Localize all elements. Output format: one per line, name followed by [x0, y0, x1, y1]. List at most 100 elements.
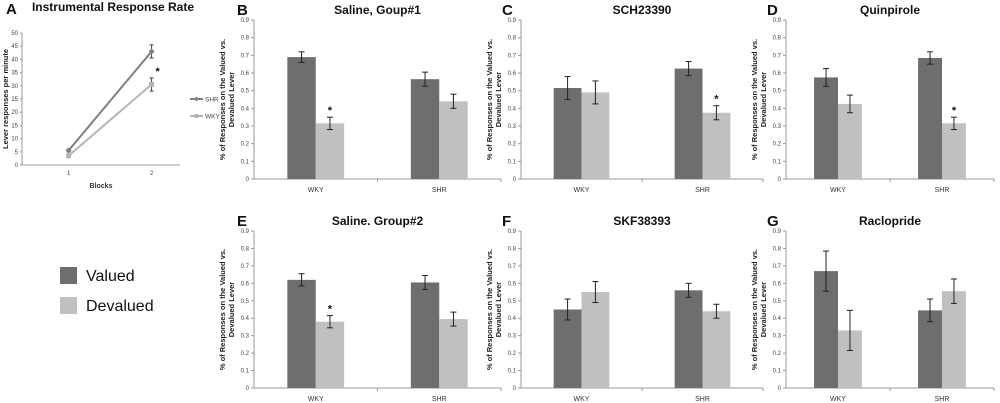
series-line-wky — [67, 83, 153, 157]
bar-valued-wky — [287, 279, 316, 388]
bar-devalued-shr — [942, 291, 966, 388]
y-tick-label: 0 — [513, 386, 517, 392]
y-axis-label: % of Responses on the Valued vs. — [218, 249, 227, 370]
y-tick-label: 0.8 — [773, 246, 782, 252]
y-tick-label: 0.5 — [508, 299, 517, 305]
y-tick-label: 0.7 — [508, 53, 517, 59]
y-tick-label: 30 — [11, 84, 18, 90]
chart-panel-e: E Saline. Group#2 0 0.1 0.2 0.3 0.4 0.5 0.6 0.7 0.… — [218, 213, 502, 403]
chart-title: Saline. Group#2 — [332, 214, 424, 228]
bar-valued-shr — [674, 68, 703, 179]
y-tick-label: 0.6 — [773, 281, 782, 287]
y-tick-label: 0.7 — [773, 264, 782, 270]
point-shr — [65, 147, 72, 154]
y-tick-label: 0.3 — [508, 334, 517, 340]
y-tick-label: 0.4 — [241, 316, 250, 322]
y-tick-label: 0.5 — [241, 299, 250, 305]
legend-label-shr: SHR — [205, 97, 219, 104]
y-tick-label: 0 — [778, 386, 782, 392]
y-tick-label: 0.3 — [773, 124, 782, 130]
bar-valued-wky — [814, 77, 838, 179]
bar-valued-shr — [918, 57, 942, 179]
y-tick-label: 0.5 — [773, 89, 782, 95]
y-tick-label: 0.9 — [773, 229, 782, 235]
significance-star: * — [714, 94, 719, 106]
y-tick-label: 25 — [11, 97, 18, 103]
y-tick-label: 0 — [246, 177, 250, 183]
bar-valued-wky — [814, 271, 838, 388]
y-tick-label: 0.2 — [773, 142, 782, 148]
y-tick-label: 0 — [246, 386, 250, 392]
panel-letter: F — [502, 213, 511, 230]
y-tick-label: 0.1 — [508, 159, 517, 165]
y-tick-label: 0.9 — [508, 229, 517, 235]
legend-swatch-valued — [60, 267, 77, 284]
y-tick-label: 0.9 — [241, 229, 250, 235]
y-tick-label: 0.7 — [773, 53, 782, 59]
y-tick-label: 0.3 — [508, 124, 517, 130]
y-tick-label: 0.9 — [508, 18, 517, 24]
y-axis-label-line2: Devalued Lever — [494, 282, 503, 338]
point-shr — [148, 48, 155, 55]
y-axis-label-line2: Devalued Lever — [227, 72, 236, 128]
chart-title: SKF38393 — [613, 214, 671, 228]
y-tick-label: 0.1 — [773, 369, 782, 375]
y-tick-label: 0.4 — [508, 106, 517, 112]
chart-panel-a: A Instrumental Response Rate 0 5 10 15 20 25 30 3… — [1, 0, 220, 190]
y-tick-label: 0 — [778, 177, 782, 183]
y-tick-label: 0.6 — [508, 71, 517, 77]
y-tick-label: 0.1 — [773, 159, 782, 165]
y-tick-label: 0.1 — [241, 159, 250, 165]
y-tick-label: 0.2 — [241, 351, 250, 357]
chart-title: Raclopride — [859, 214, 921, 228]
chart-title: Quinpirole — [860, 3, 920, 17]
y-tick-label: 0.5 — [773, 299, 782, 305]
y-tick-label: 0.6 — [508, 281, 517, 287]
y-tick-label: 0 — [513, 177, 517, 183]
y-tick-label: 20 — [11, 110, 18, 116]
y-axis-label: % of Responses on the Valued vs. — [750, 249, 759, 370]
significance-star: * — [328, 304, 333, 316]
y-tick-label: 0.7 — [241, 264, 250, 270]
x-category-label: WKY — [574, 396, 590, 403]
chart-panel-f: F SKF38393 0 0.1 0.2 0.3 0.4 0.5 0.6 0.7 0.8 0.9 % o… — [485, 213, 764, 403]
point-wky — [149, 81, 155, 87]
y-tick-label: 0.4 — [508, 316, 517, 322]
y-tick-label: 0.8 — [773, 36, 782, 42]
chart-panel-c: C SCH23390 0 0.1 0.2 0.3 0.4 0.5 0.6 0.7 0.8 0.9 % o… — [485, 2, 764, 194]
y-tick-label: 15 — [11, 123, 18, 129]
x-category-label: WKY — [574, 187, 590, 194]
bar-devalued-wky — [838, 103, 862, 179]
significance-star: * — [952, 105, 957, 117]
y-axis-label-line2: Devalued Lever — [759, 282, 768, 338]
bar-valued-shr — [410, 79, 440, 179]
legend-marker — [194, 96, 199, 102]
panel-letter: B — [237, 2, 248, 19]
bar-valued-shr — [918, 310, 942, 388]
x-category-label: WKY — [308, 396, 324, 403]
series-line-shr — [67, 50, 153, 152]
x-category-label: SHR — [695, 396, 710, 403]
y-axis-label: % of Responses on the Valued vs. — [485, 249, 494, 370]
bar-devalued-wky — [838, 330, 862, 388]
chart-title: Saline, Goup#1 — [334, 3, 421, 17]
x-category-label: WKY — [830, 187, 846, 194]
y-tick-label: 0.1 — [241, 369, 250, 375]
y-tick-label: 0.3 — [241, 334, 250, 340]
chart-panel-g: G Raclopride 0 0.1 0.2 0.3 0.4 0.5 0.6 0.7 0.8 0.9%… — [750, 213, 995, 403]
significance-star: * — [156, 66, 161, 78]
legend-label-valued: Valued — [86, 268, 135, 285]
y-axis-label: % of Responses on the Valued vs. — [750, 39, 759, 160]
bar-valued-shr — [410, 282, 440, 388]
bar-devalued-wky — [315, 123, 345, 179]
x-axis-label: Blocks — [90, 183, 113, 190]
x-tick-label: 2 — [150, 171, 154, 177]
y-tick-label: 0.8 — [508, 246, 517, 252]
y-axis-label-line2: Devalued Lever — [494, 72, 503, 128]
point-wky — [66, 153, 72, 159]
bar-valued-wky — [553, 88, 582, 179]
y-tick-label: 35 — [11, 71, 18, 77]
y-tick-label: 45 — [11, 44, 18, 50]
x-category-label: SHR — [432, 187, 447, 194]
bar-devalued-wky — [581, 292, 610, 388]
